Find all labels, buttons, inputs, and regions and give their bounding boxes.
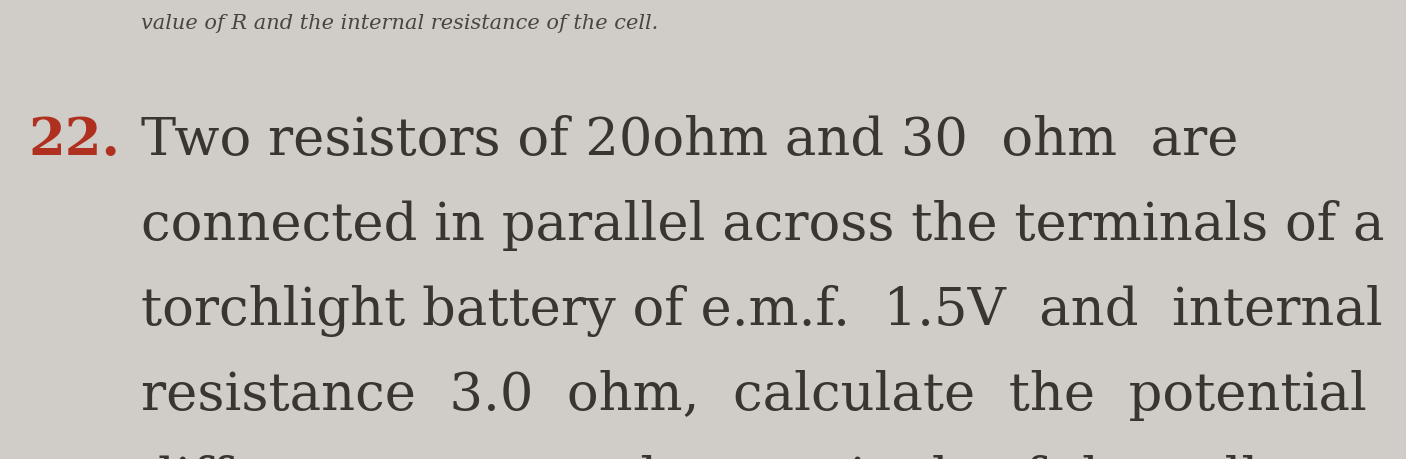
Text: 22.: 22. bbox=[28, 115, 120, 166]
Text: value of R and the internal resistance of the cell.: value of R and the internal resistance o… bbox=[141, 14, 658, 33]
Text: connected in parallel across the terminals of a: connected in parallel across the termina… bbox=[141, 200, 1384, 251]
Text: difference across the terminals of the cell.: difference across the terminals of the c… bbox=[141, 454, 1275, 459]
Text: torchlight battery of e.m.f.  1.5V  and  internal: torchlight battery of e.m.f. 1.5V and in… bbox=[141, 285, 1382, 336]
Text: Two resistors of 20ohm and 30  ohm  are: Two resistors of 20ohm and 30 ohm are bbox=[141, 115, 1239, 166]
Text: resistance  3.0  ohm,  calculate  the  potential: resistance 3.0 ohm, calculate the potent… bbox=[141, 369, 1367, 420]
